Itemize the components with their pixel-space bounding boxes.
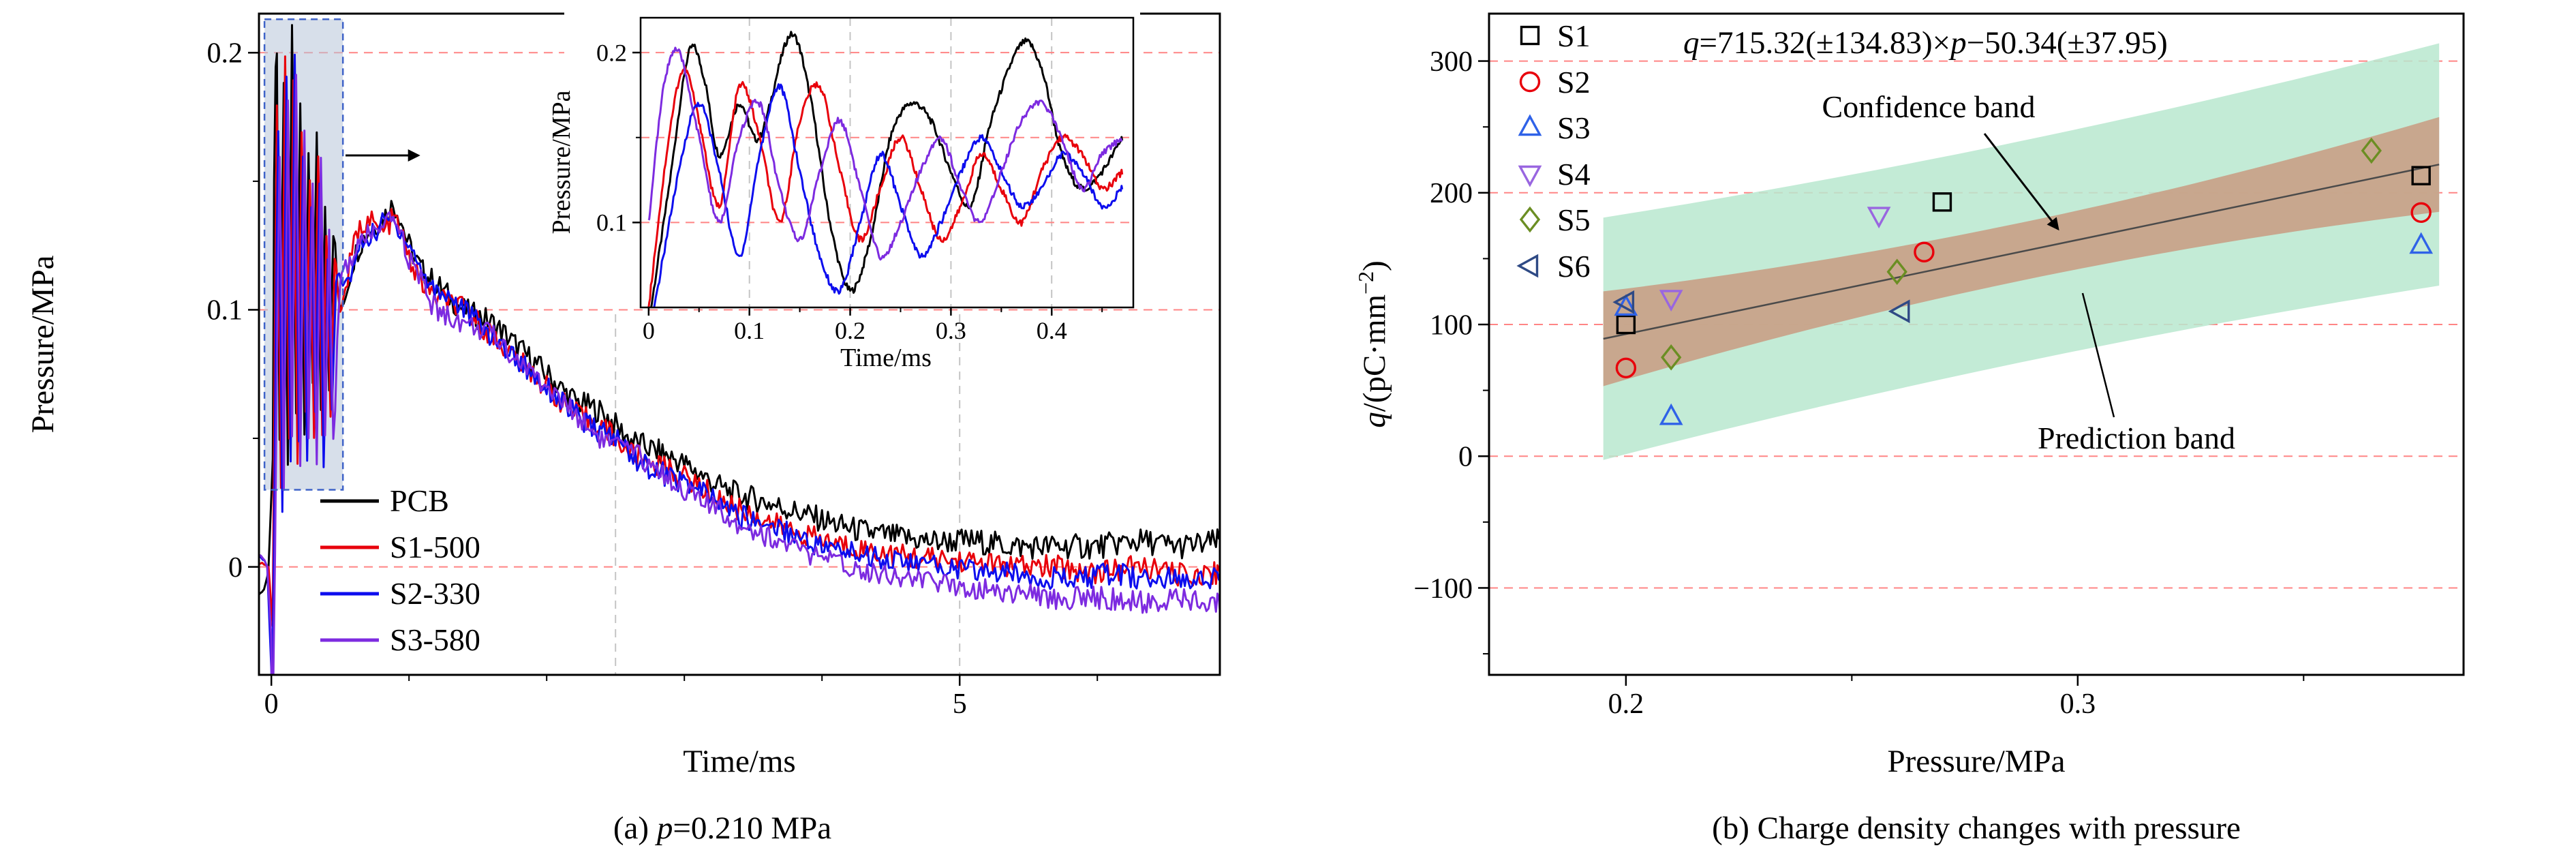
scatter-point-s5 (1886, 258, 1907, 285)
panel-b-caption: (b) Charge density changes with pressure (1712, 811, 2241, 846)
scatter-point-s1 (1616, 314, 1636, 335)
legend-marker-s6 (1516, 254, 1539, 278)
prediction-band-pointer (2081, 292, 2115, 418)
y-tick-label: 0 (228, 552, 243, 584)
fit-equation-end: −50.34(±37.95) (1967, 25, 2168, 61)
scatter-point-s1 (1932, 192, 1952, 212)
x-tick-label: 0.3 (2060, 688, 2096, 720)
legend-label-s5: S5 (1557, 202, 1591, 237)
legend-label-s1: S1 (1557, 18, 1591, 53)
panel-a-caption-pre: (a) (613, 811, 657, 846)
fit-equation: q=715.32(±134.83)×p−50.34(±37.95) (1683, 25, 2168, 61)
prediction-band-annotation: Prediction band (2038, 421, 2235, 455)
panel-a-plot: 0 5 0 0.1 0.2 (207, 12, 1221, 720)
legend-label-s2: S2 (1557, 65, 1591, 100)
confidence-band-annotation: Confidence band (1822, 89, 2036, 124)
panel-a-caption-post: =0.210 MPa (673, 811, 831, 846)
x-tick-label: 0.2 (1608, 688, 1644, 720)
x-tick-label: 0 (264, 688, 279, 720)
scatter-point-s4 (1867, 207, 1891, 229)
panel-a-inset-plot: 0 0.1 0.2 0.3 0.4 0.1 0.2 (564, 8, 1140, 344)
legend-label-s2-330: S2-330 (390, 576, 480, 611)
scatter-point-s3 (1659, 403, 1683, 425)
highlight-region-border (263, 18, 344, 491)
y-tick-label: −100 (1413, 573, 1473, 605)
panel-b-ylabel-var: q (1357, 412, 1392, 428)
legend-label-s6: S6 (1557, 249, 1591, 284)
fit-equation-p: p (1948, 25, 1967, 61)
y-tick-label: 300 (1430, 46, 1473, 78)
y-tick-label: 0.1 (596, 209, 627, 237)
s1-500-curve (647, 65, 1124, 307)
legend-marker-s4 (1518, 165, 1542, 187)
scatter-point-s1 (2411, 166, 2431, 185)
fit-line (1603, 164, 2440, 340)
legend-marker-s1 (1520, 25, 1540, 46)
scatter-point-s6 (1612, 290, 1635, 314)
inset-series (647, 31, 1124, 307)
s3-580-curve (647, 46, 1123, 261)
inset-x-axis-label: Time/ms (840, 344, 932, 372)
s2-330-curve (259, 53, 1220, 675)
legend-label-s3-580: S3-580 (390, 622, 480, 657)
inset-frame (639, 16, 1135, 309)
y-tick-label: 0.2 (207, 38, 243, 70)
panel-a-caption: (a) p=0.210 MPa (613, 811, 831, 846)
s2-330-curve (653, 83, 1124, 307)
x-tick-label: 0.4 (1037, 317, 1067, 344)
x-tick-label: 0.2 (835, 317, 865, 344)
scatter-point-s2 (2410, 202, 2432, 223)
y-tick-label: 200 (1430, 178, 1473, 209)
s3-580-curve (259, 74, 1220, 675)
inset-y-axis-label: Pressure/MPa (547, 90, 576, 234)
panel-b-frame (1488, 12, 2465, 676)
legend-label-s1-500: S1-500 (390, 530, 480, 564)
y-tick-label: 0 (1458, 442, 1473, 473)
fit-equation-mid: =715.32(±134.83)× (1700, 25, 1951, 61)
panel-a-x-axis-label: Time/ms (683, 744, 795, 779)
x-tick-label: 0.1 (734, 317, 765, 344)
panel-b-ylabel-mid: /(pC·mm (1357, 294, 1392, 412)
scatter-point-s4 (1659, 290, 1683, 312)
y-tick-label: 100 (1430, 309, 1473, 341)
y-tick-label: 0.2 (596, 39, 627, 66)
panel-b-x-axis-label: Pressure/MPa (1887, 744, 2065, 779)
panel-a-y-axis-label: Pressure/MPa (25, 255, 61, 433)
x-tick-label: 0.3 (936, 317, 966, 344)
scatter-point-s5 (2361, 137, 2382, 164)
x-tick-label: 0 (643, 317, 655, 344)
panel-b-ylabel-post: ) (1357, 260, 1392, 271)
panel-b-ylabel-sup: −2 (1353, 271, 1378, 294)
legend-label-s3: S3 (1557, 110, 1591, 145)
scatter-point-s2 (1914, 241, 1935, 262)
panel-a-caption-var: p (655, 811, 673, 846)
fit-equation-q: q (1683, 25, 1700, 61)
confidence-band-arrow (1983, 133, 2059, 231)
legend-label-pcb: PCB (390, 483, 449, 518)
legend-label-s4: S4 (1557, 157, 1591, 192)
scatter-point-s2 (1615, 357, 1637, 378)
legend-marker-s3 (1518, 114, 1542, 136)
panel-b-y-axis-label: q/(pC·mm−2) (1353, 260, 1392, 428)
legend-marker-s5 (1519, 206, 1541, 233)
panel-b-plot: 0.2 0.3 −100 0 100 200 300 (1413, 12, 2465, 720)
y-tick-label: 0.1 (207, 295, 243, 327)
scatter-point-s6 (1888, 299, 1910, 324)
scatter-point-s3 (2409, 232, 2434, 254)
scatter-point-s5 (1661, 344, 1682, 371)
legend-marker-s2 (1519, 71, 1541, 93)
x-tick-label: 5 (953, 688, 967, 720)
panel-a-series (259, 24, 1220, 675)
